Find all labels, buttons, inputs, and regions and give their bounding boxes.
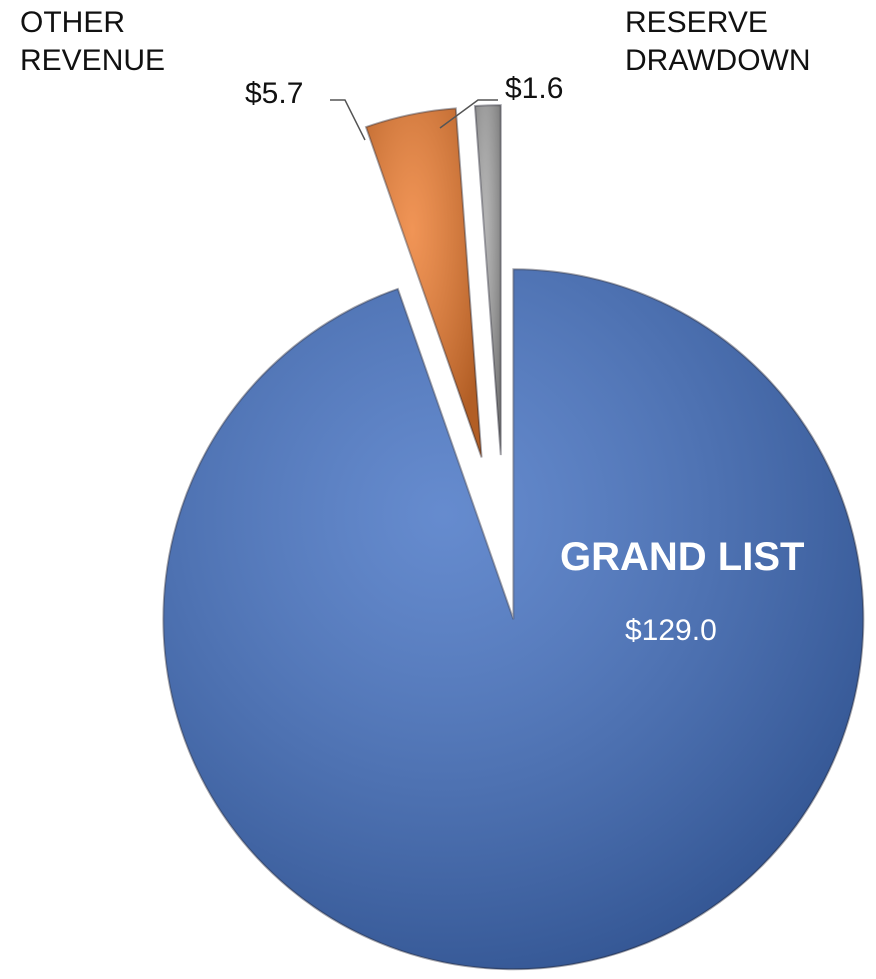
category-label: OTHER REVENUE xyxy=(20,6,166,77)
value-label: $129.0 xyxy=(625,614,717,647)
leader-line xyxy=(439,99,498,129)
value-label: $1.6 xyxy=(505,72,564,105)
category-label: GRAND LIST xyxy=(560,535,805,579)
value-label: $5.7 xyxy=(245,77,304,110)
pie-slice xyxy=(473,104,502,456)
pie-slice xyxy=(162,268,865,971)
leader-line xyxy=(330,99,366,141)
category-label: RESERVE DRAWDOWN xyxy=(625,6,811,77)
